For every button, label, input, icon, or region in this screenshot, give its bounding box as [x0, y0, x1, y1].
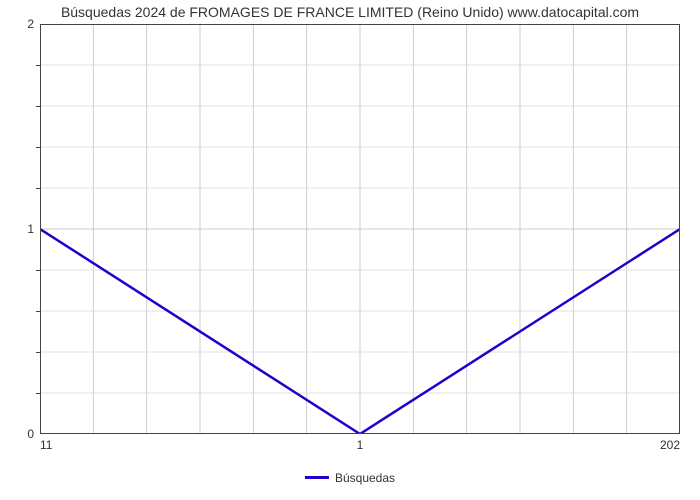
- y-minor-tick: [36, 352, 40, 353]
- y-minor-tick: [36, 65, 40, 66]
- y-tick-label: 2: [10, 17, 34, 31]
- y-minor-tick: [36, 106, 40, 107]
- legend-label: Búsquedas: [335, 471, 395, 485]
- legend-swatch: [305, 476, 329, 479]
- legend: Búsquedas: [0, 470, 700, 485]
- y-tick-label: 0: [10, 427, 34, 441]
- y-minor-tick: [36, 311, 40, 312]
- chart-container: Búsquedas 2024 de FROMAGES DE FRANCE LIM…: [0, 0, 700, 500]
- y-minor-tick: [36, 270, 40, 271]
- x-tick-label: 1: [357, 438, 364, 452]
- y-tick-label: 1: [10, 222, 34, 236]
- y-minor-tick: [36, 188, 40, 189]
- x-tick-label: 11: [40, 438, 52, 452]
- plot-area: 012 111202: [40, 24, 680, 434]
- plot-border: [40, 24, 680, 434]
- x-tick-label: 202: [660, 438, 680, 452]
- chart-title: Búsquedas 2024 de FROMAGES DE FRANCE LIM…: [0, 4, 700, 20]
- y-minor-tick: [36, 393, 40, 394]
- y-minor-tick: [36, 147, 40, 148]
